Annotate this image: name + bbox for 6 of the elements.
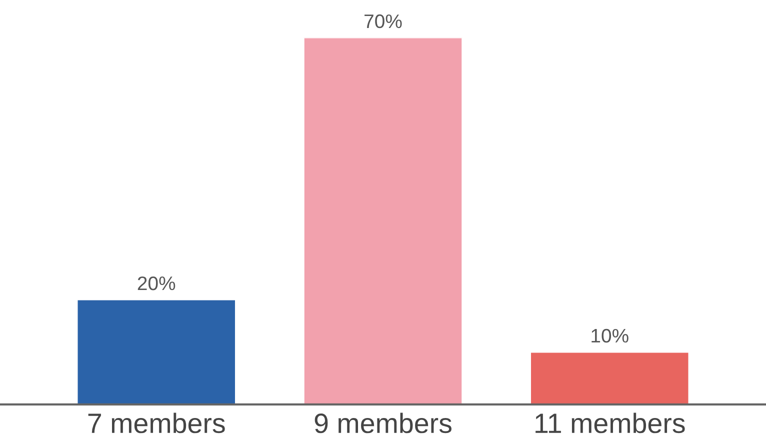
- data-label: 20%: [138, 276, 176, 290]
- x-tick-label: 11 members: [536, 412, 685, 434]
- data-label: 70%: [364, 14, 402, 28]
- x-tick-label: 9 members: [314, 412, 452, 434]
- data-label: 10%: [592, 328, 628, 343]
- x-tick-label: 7 members: [88, 412, 225, 434]
